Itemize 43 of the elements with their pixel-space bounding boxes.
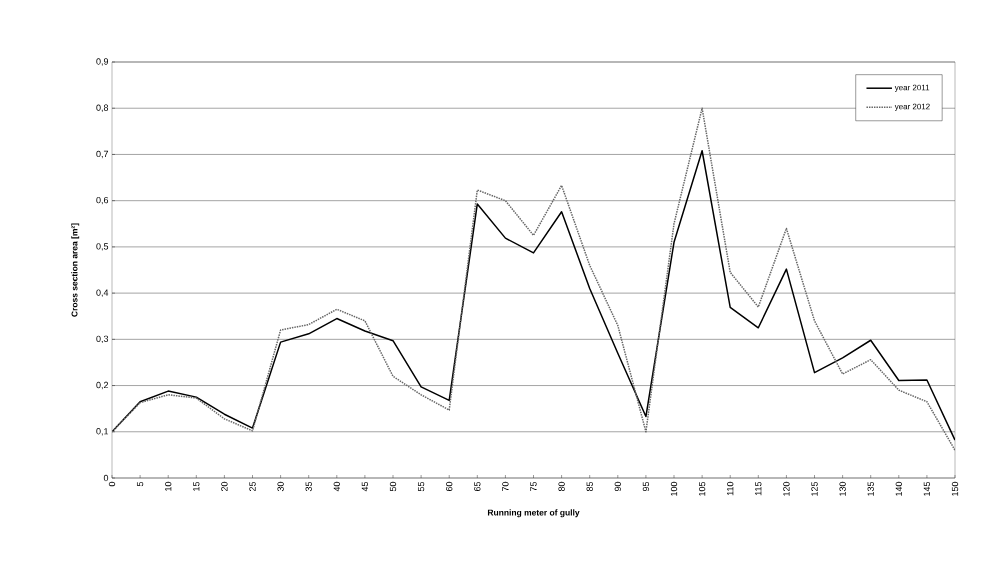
- y-tick-label: 0,8: [96, 104, 109, 112]
- x-tick-label: 10: [165, 481, 172, 491]
- x-tick-label: 40: [333, 481, 340, 492]
- x-tick-label: 150: [951, 481, 959, 496]
- x-tick-label: 45: [361, 481, 369, 492]
- x-tick-label: 110: [727, 481, 734, 496]
- y-axis-title: Cross section area [m²]: [71, 223, 80, 317]
- x-tick-label: 130: [839, 481, 846, 496]
- x-tick-label: 120: [783, 481, 790, 496]
- y-tick-label: 0,4: [96, 289, 109, 297]
- x-tick-label: 85: [586, 481, 593, 492]
- y-tick-label: 0,3: [96, 335, 109, 344]
- x-tick-label: 25: [249, 481, 256, 492]
- x-axis-title: Running meter of gully: [487, 509, 580, 518]
- x-tick-label: 100: [670, 481, 678, 496]
- x-tick-label: 60: [446, 481, 453, 492]
- x-tick-label: 30: [277, 481, 284, 492]
- y-tick-label: 0,1: [96, 428, 109, 436]
- x-tick-label: 15: [193, 481, 200, 491]
- x-tick-label: 50: [389, 481, 397, 492]
- x-tick-label: 0: [108, 481, 116, 487]
- y-tick-label: 0,2: [96, 381, 109, 390]
- x-tick-label: 135: [867, 481, 874, 496]
- x-tick-label: 90: [614, 481, 621, 492]
- y-tick-label: 0,6: [96, 196, 109, 205]
- x-tick-label: 70: [502, 481, 509, 492]
- y-tick-label: 0,9: [96, 58, 109, 66]
- x-tick-label: 95: [642, 481, 650, 492]
- y-tick-label: 0: [103, 474, 109, 482]
- x-tick-label: 75: [530, 481, 537, 492]
- x-tick-label: 65: [474, 481, 481, 492]
- x-tick-label: 140: [895, 481, 902, 496]
- x-tick-label: 80: [558, 481, 565, 492]
- x-tick-label: 125: [811, 481, 818, 496]
- y-tick-label: 0,7: [96, 150, 109, 159]
- x-tick-label: 5: [136, 481, 144, 487]
- x-tick-label: 145: [923, 481, 931, 496]
- x-tick-label: 105: [698, 481, 706, 496]
- x-tick-label: 55: [417, 481, 425, 492]
- x-tick-label: 35: [305, 481, 312, 492]
- y-tick-label: 0,5: [96, 243, 109, 251]
- x-tick-label: 115: [755, 481, 762, 496]
- x-tick-label: 20: [221, 481, 228, 492]
